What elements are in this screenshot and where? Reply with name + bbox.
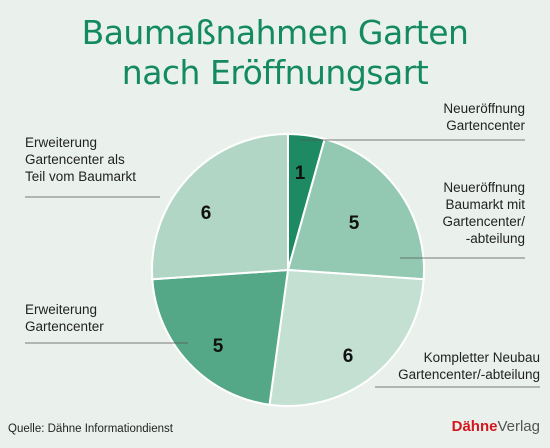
source-note: Quelle: Dähne Informationdienst [8,423,173,435]
slice-value-label-5: 6 [201,203,212,224]
slice-category-label-1: Neueröffnung Gartencenter [443,101,525,133]
chart-title-line1: Baumaßnahmen Garten [81,13,469,52]
pie-slice-2 [286,137,425,281]
pie-slice-3 [268,268,425,407]
pie-slice-4 [151,268,290,406]
brand-part1: Dähne [451,418,498,435]
slice-value-label-1: 1 [295,163,306,184]
pie-slice-5 [151,132,289,281]
slice-value-label-2: 5 [349,213,360,234]
brand-logo: DähneVerlag [452,418,540,435]
slice-category-label-2: Neueröffnung Baumarkt mit Gartencenter/-ab… [442,180,525,246]
slice-value-label-3: 6 [343,346,354,367]
slice-category-label-5: Erweiterung Gartencenter als Teil vom Baum… [25,135,136,184]
slice-category-label-3: Kompletter Neubau Gartencenter/-abteilung [398,350,540,382]
brand-part2: Verlag [497,418,540,435]
slice-category-label-4: Erweiterung Gartencenter [25,302,104,334]
slice-value-label-4: 5 [213,336,224,357]
chart-title-line2: nach Eröffnungsart [121,53,429,92]
